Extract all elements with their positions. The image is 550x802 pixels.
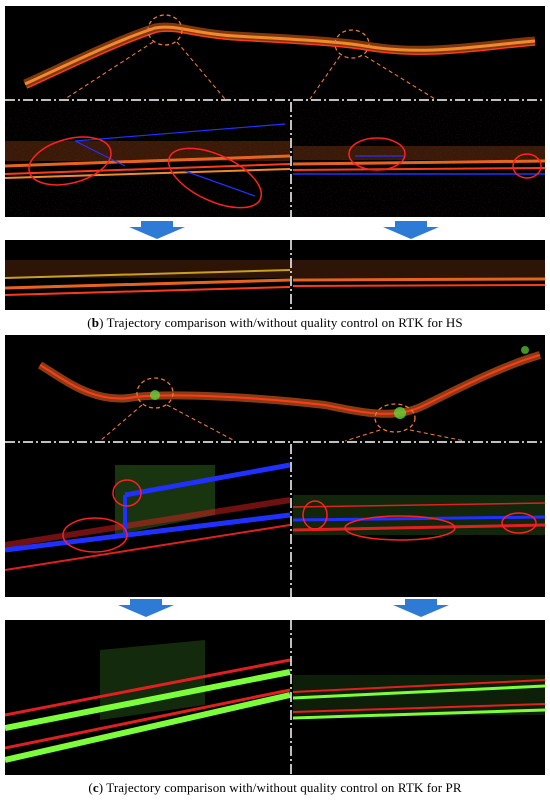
- panel-c-caption: (c) Trajectory comparison with/without q…: [88, 780, 462, 795]
- panel-b-overview-and-zoom: [5, 6, 545, 217]
- hs-zoom-lines: [64, 41, 436, 100]
- hs-result-image: [5, 240, 545, 310]
- panel-c-caption-text: Trajectory comparison with/without quali…: [106, 780, 462, 795]
- hs-overview-trajectory: [23, 22, 536, 89]
- hs-down-arrow-right: [383, 221, 439, 239]
- panel-c-pointcloud-image: [5, 346, 545, 597]
- panel-b-pointcloud-image: [5, 14, 545, 217]
- pr-down-arrow-left: [118, 599, 174, 617]
- panel-b-caption: (b) Trajectory comparison with/without q…: [87, 315, 463, 330]
- pr-zoom-right-points: [292, 495, 545, 541]
- pr-overview-trajectory: [37, 346, 542, 419]
- pr-zoom-circle-left: [136, 377, 174, 409]
- pr-zoom-circle-right: [374, 403, 416, 433]
- panel-b-result: [5, 240, 545, 310]
- panel-c-overview-and-zoom: [5, 335, 545, 597]
- hs-down-arrow-left: [129, 221, 185, 239]
- pr-result-image: [5, 620, 545, 775]
- hs-zoom-circle-right: [334, 29, 370, 59]
- pr-zoom-left-points: [5, 462, 291, 571]
- pr-down-arrow-right: [393, 599, 449, 617]
- panel-c-result: [5, 620, 545, 775]
- panel-b-label: b: [91, 315, 100, 330]
- panel-b-caption-text: Trajectory comparison with/without quali…: [106, 315, 463, 330]
- panel-c-label: c: [92, 780, 99, 795]
- hs-zoom-circle-left: [147, 14, 183, 46]
- pr-zoom-lines: [99, 404, 466, 442]
